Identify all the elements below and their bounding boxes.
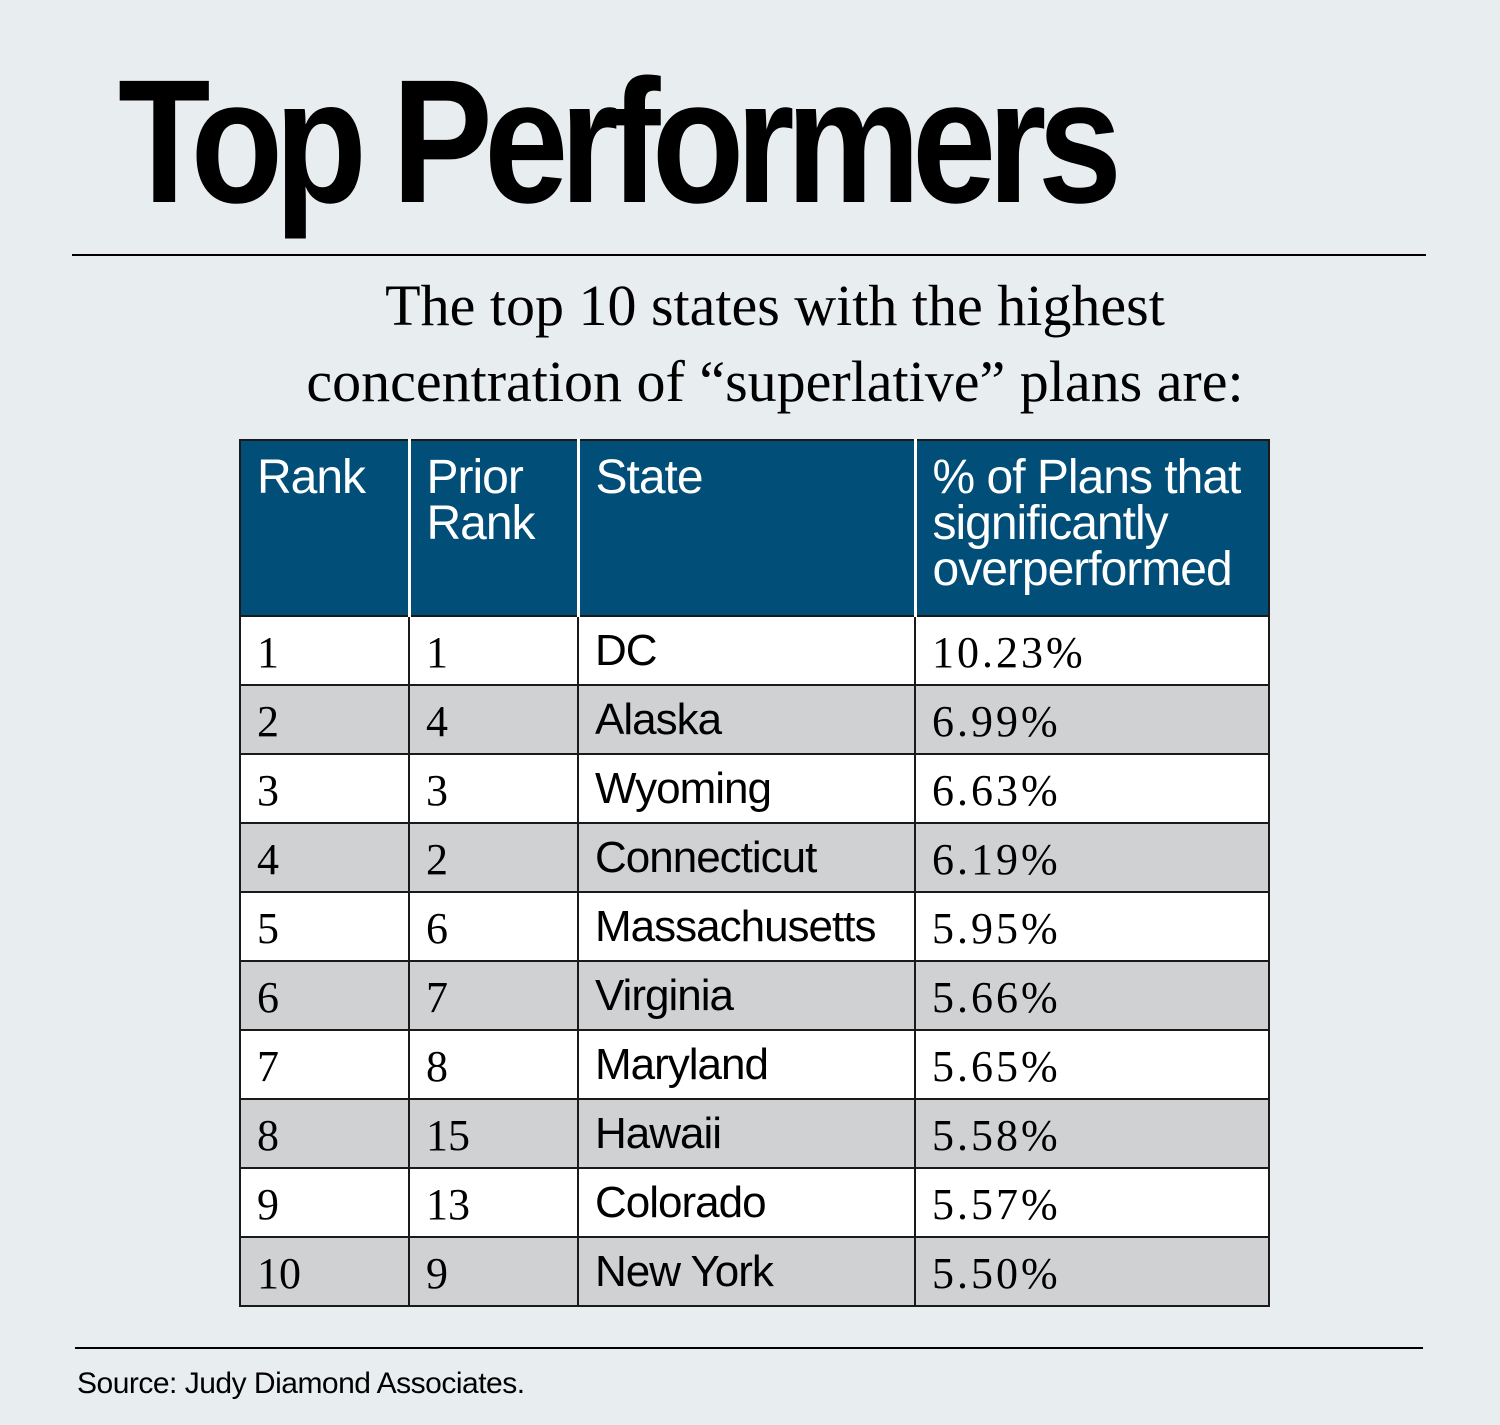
prior-rank-cell: 3 (408, 753, 579, 824)
pct-cell: 6.99% (914, 684, 1270, 755)
table-header: Rank Prior Rank State % of Plans that si… (239, 439, 1270, 617)
pct-cell: 5.58% (914, 1098, 1270, 1169)
pct-cell: 6.19% (914, 822, 1270, 893)
pct-cell: 5.65% (914, 1029, 1270, 1100)
rank-cell: 3 (239, 753, 410, 824)
rank-cell: 8 (239, 1098, 410, 1169)
state-cell: Alaska (577, 684, 916, 755)
pct-cell: 5.57% (914, 1167, 1270, 1238)
state-cell: Wyoming (577, 753, 916, 824)
state-cell: DC (577, 615, 916, 686)
state-cell: Maryland (577, 1029, 916, 1100)
header-row: Rank Prior Rank State % of Plans that si… (239, 439, 1270, 617)
table-row: 5 6 Massachusetts 5.95% (239, 891, 1270, 962)
state-cell: Hawaii (577, 1098, 916, 1169)
table-body: 1 1 DC 10.23% 2 4 Alaska 6.99% 3 3 Wyoming 6.63% 4 2 C… (239, 615, 1270, 1307)
subtitle-line-2: concentration of “superlative” plans are… (306, 349, 1244, 414)
table-row: 6 7 Virginia 5.66% (239, 960, 1270, 1031)
table-row: 1 1 DC 10.23% (239, 615, 1270, 686)
pct-cell: 5.66% (914, 960, 1270, 1031)
table-row: 4 2 Connecticut 6.19% (239, 822, 1270, 893)
pct-cell: 6.63% (914, 753, 1270, 824)
top-divider (72, 254, 1426, 256)
prior-rank-cell: 4 (408, 684, 579, 755)
rank-cell: 4 (239, 822, 410, 893)
table-row: 10 9 New York 5.50% (239, 1236, 1270, 1307)
prior-rank-cell: 6 (408, 891, 579, 962)
state-cell: New York (577, 1236, 916, 1307)
prior-rank-cell: 13 (408, 1167, 579, 1238)
bottom-divider (75, 1347, 1423, 1349)
rank-cell: 2 (239, 684, 410, 755)
prior-rank-cell: 8 (408, 1029, 579, 1100)
rank-cell: 5 (239, 891, 410, 962)
table-row: 9 13 Colorado 5.57% (239, 1167, 1270, 1238)
pct-cell: 5.95% (914, 891, 1270, 962)
pct-cell: 10.23% (914, 615, 1270, 686)
header-pct-overperformed: % of Plans that significantly overperfor… (913, 439, 1270, 617)
table-row: 3 3 Wyoming 6.63% (239, 753, 1270, 824)
state-cell: Colorado (577, 1167, 916, 1238)
rank-cell: 9 (239, 1167, 410, 1238)
prior-rank-cell: 15 (408, 1098, 579, 1169)
prior-rank-cell: 9 (408, 1236, 579, 1307)
state-cell: Connecticut (577, 822, 916, 893)
prior-rank-cell: 2 (408, 822, 579, 893)
subtitle: The top 10 states with the highest conce… (100, 268, 1450, 420)
table-row: 2 4 Alaska 6.99% (239, 684, 1270, 755)
state-cell: Virginia (577, 960, 916, 1031)
rank-cell: 10 (239, 1236, 410, 1307)
subtitle-line-1: The top 10 states with the highest (385, 273, 1165, 338)
state-cell: Massachusetts (577, 891, 916, 962)
performance-table: Rank Prior Rank State % of Plans that si… (239, 439, 1270, 1307)
prior-rank-cell: 7 (408, 960, 579, 1031)
header-state: State (576, 439, 915, 617)
header-prior-rank: Prior Rank (407, 439, 578, 617)
rank-cell: 6 (239, 960, 410, 1031)
table-row: 8 15 Hawaii 5.58% (239, 1098, 1270, 1169)
rank-cell: 7 (239, 1029, 410, 1100)
source-note: Source: Judy Diamond Associates. (77, 1367, 525, 1400)
header-rank: Rank (239, 439, 409, 617)
table-row: 7 8 Maryland 5.65% (239, 1029, 1270, 1100)
rank-cell: 1 (239, 615, 410, 686)
pct-cell: 5.50% (914, 1236, 1270, 1307)
prior-rank-cell: 1 (408, 615, 579, 686)
page-title: Top Performers (118, 44, 1122, 240)
